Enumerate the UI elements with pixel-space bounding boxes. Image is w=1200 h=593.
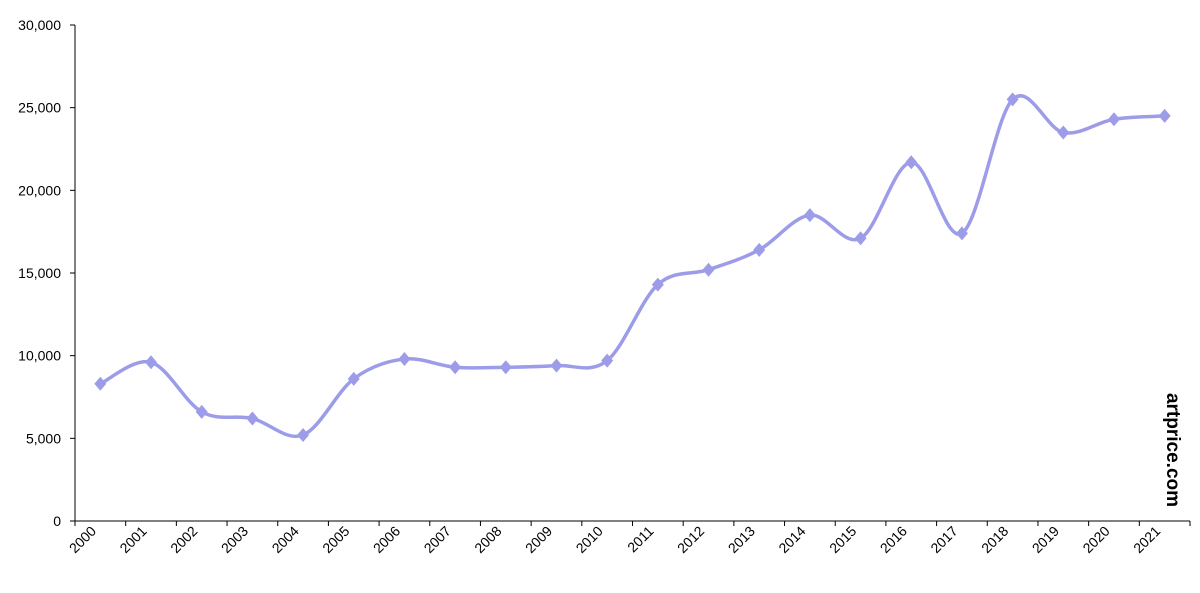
x-tick-label: 2005: [319, 523, 352, 556]
marker: [1057, 125, 1070, 140]
x-tick-label: 2003: [218, 523, 251, 556]
x-tick-label: 2001: [116, 523, 149, 556]
marker: [905, 155, 918, 170]
marker: [145, 355, 158, 370]
marker: [1158, 108, 1171, 123]
x-tick-label: 2010: [573, 523, 606, 556]
x-tick-label: 2009: [522, 523, 555, 556]
marker: [955, 226, 968, 241]
x-tick-label: 2000: [66, 523, 99, 556]
x-tick-label: 2021: [1130, 523, 1163, 556]
marker: [803, 208, 816, 223]
watermark: artprice.com: [1162, 393, 1183, 507]
x-tick-label: 2011: [624, 523, 657, 556]
y-tick-label: 20,000: [18, 182, 61, 198]
x-tick-label: 2017: [927, 523, 960, 556]
x-tick-label: 2013: [725, 523, 758, 556]
y-tick-label: 25,000: [18, 100, 61, 116]
marker: [651, 277, 664, 292]
x-tick-label: 2016: [877, 523, 910, 556]
x-tick-label: 2014: [775, 523, 808, 556]
line: [99, 94, 1165, 439]
marker: [347, 371, 360, 386]
x-tick-label: 2020: [1079, 523, 1112, 556]
marker: [753, 242, 766, 257]
marker: [702, 262, 715, 277]
x-tick-label: 2015: [826, 523, 859, 556]
x-tick-label: 2002: [167, 523, 200, 556]
y-tick-label: 15,000: [18, 265, 61, 281]
marker: [449, 360, 462, 375]
marker: [398, 351, 411, 366]
marker: [550, 358, 563, 373]
marker: [499, 360, 512, 375]
y-tick-label: 30,000: [18, 17, 61, 33]
x-tick-label: 2012: [674, 523, 707, 556]
x-tick-label: 2006: [370, 523, 403, 556]
marker: [246, 411, 259, 426]
x-tick-label: 2007: [421, 523, 454, 556]
marker: [195, 404, 208, 419]
marker: [297, 428, 310, 443]
marker: [1107, 112, 1120, 127]
y-tick-label: 0: [53, 513, 61, 529]
marker: [1006, 92, 1019, 107]
x-tick-label: 2018: [978, 523, 1011, 556]
x-tick-label: 2019: [1029, 523, 1062, 556]
marker: [94, 376, 107, 391]
x-tick-label: 2004: [269, 523, 302, 556]
y-tick-label: 5,000: [26, 430, 61, 446]
x-tick-label: 2008: [471, 523, 504, 556]
marker: [854, 231, 867, 246]
marker: [601, 353, 614, 368]
y-tick-label: 10,000: [18, 348, 61, 364]
